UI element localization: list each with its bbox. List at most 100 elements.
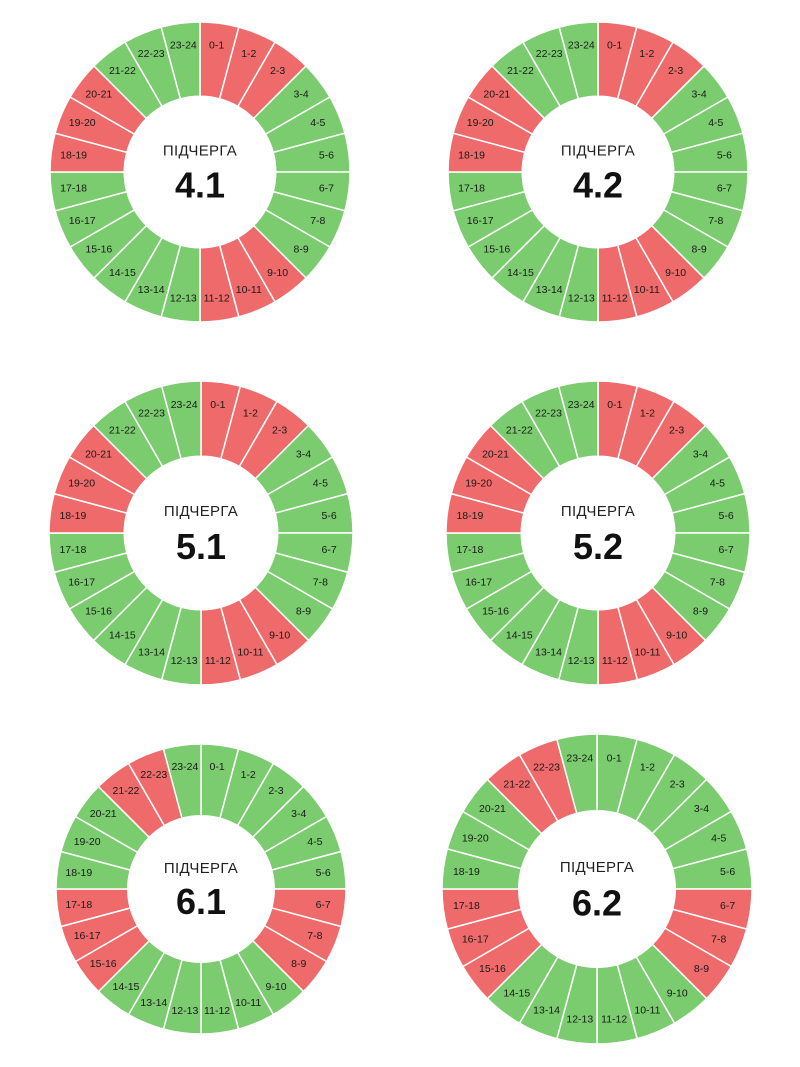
hour-label: 12-13 xyxy=(568,292,595,304)
hour-label: 16-17 xyxy=(69,215,96,227)
hour-label: 13-14 xyxy=(535,646,562,658)
hour-label: 20-21 xyxy=(90,808,117,820)
hour-label: 13-14 xyxy=(536,284,563,296)
donut-chart: 0-1 1-2 2-3 3-4 4-5 5-6 6-7 7-8 8-9 9-10 10-11 11-1… xyxy=(55,743,347,1035)
hour-label: 16-17 xyxy=(74,930,101,942)
hour-label: 0-1 xyxy=(210,399,225,411)
hour-label: 21-22 xyxy=(113,785,140,797)
hour-label: 14-15 xyxy=(506,630,533,642)
hour-label: 15-16 xyxy=(85,244,112,256)
hour-label: 3-4 xyxy=(693,448,708,460)
hour-label: 22-23 xyxy=(138,408,165,420)
hour-label: 23-24 xyxy=(170,40,197,52)
hour-label: 3-4 xyxy=(296,448,311,460)
hour-label: 14-15 xyxy=(503,988,530,1000)
hour-label: 13-14 xyxy=(138,284,165,296)
hour-label: 17-18 xyxy=(453,900,480,912)
hour-label: 11-12 xyxy=(602,655,628,667)
hour-label: 14-15 xyxy=(507,267,534,279)
hour-label: 9-10 xyxy=(666,630,687,642)
hour-label: 18-19 xyxy=(60,149,87,161)
hour-label: 16-17 xyxy=(462,933,489,945)
hour-label: 22-23 xyxy=(533,761,560,773)
hour-label: 0-1 xyxy=(209,40,224,52)
hour-label: 10-11 xyxy=(235,997,261,1009)
hour-label: 9-10 xyxy=(665,267,686,279)
hour-label: 1-2 xyxy=(639,48,654,60)
hour-label: 7-8 xyxy=(711,933,726,945)
hour-label: 3-4 xyxy=(291,808,306,820)
hour-label: 19-20 xyxy=(68,478,95,490)
hour-label: 3-4 xyxy=(694,803,709,815)
hour-label: 15-16 xyxy=(483,244,510,256)
hour-label: 9-10 xyxy=(667,988,688,1000)
hour-label: 6-7 xyxy=(316,899,331,911)
hour-label: 2-3 xyxy=(268,785,283,797)
hour-label: 8-9 xyxy=(694,963,709,975)
hour-label: 4-5 xyxy=(711,833,726,845)
hour-segment-23-24-on xyxy=(162,743,202,820)
hour-label: 23-24 xyxy=(568,399,595,411)
hour-label: 16-17 xyxy=(68,576,95,588)
hour-label: 4-5 xyxy=(307,836,322,848)
queue-caption: ПІДЧЕРГА xyxy=(164,503,238,520)
hour-label: 15-16 xyxy=(482,606,509,618)
hour-label: 10-11 xyxy=(237,646,263,658)
hour-label: 16-17 xyxy=(465,576,492,588)
hour-label: 1-2 xyxy=(243,408,258,420)
queue-wheel-6-1: 0-1 1-2 2-3 3-4 4-5 5-6 6-7 7-8 8-9 9-10 10-11 11-1… xyxy=(55,743,347,1035)
hour-label: 12-13 xyxy=(171,655,198,667)
hour-label: 13-14 xyxy=(140,997,167,1009)
hour-label: 11-12 xyxy=(205,655,231,667)
hour-label: 23-24 xyxy=(171,399,198,411)
hour-label: 11-12 xyxy=(601,1014,627,1026)
hour-label: 0-1 xyxy=(607,40,622,52)
hour-label: 7-8 xyxy=(307,930,322,942)
queue-number: 6.1 xyxy=(176,881,226,922)
hour-label: 2-3 xyxy=(270,65,285,77)
hour-label: 19-20 xyxy=(69,117,96,129)
hour-label: 4-5 xyxy=(710,478,725,490)
hour-label: 10-11 xyxy=(634,1005,660,1017)
hour-label: 19-20 xyxy=(462,833,489,845)
hour-label: 5-6 xyxy=(718,510,733,522)
hour-label: 23-24 xyxy=(568,40,595,52)
hour-label: 4-5 xyxy=(708,117,723,129)
hour-label: 6-7 xyxy=(319,183,334,195)
queue-caption: ПІДЧЕРГА xyxy=(164,860,238,877)
hour-label: 15-16 xyxy=(90,958,117,970)
donut-chart: 0-1 1-2 2-3 3-4 4-5 5-6 6-7 7-8 8-9 9-10 10-11 11-1… xyxy=(447,21,749,323)
queue-number: 5.1 xyxy=(176,526,226,567)
hour-label: 9-10 xyxy=(266,981,287,993)
hour-label: 9-10 xyxy=(269,630,290,642)
hour-label: 7-8 xyxy=(708,215,723,227)
hour-label: 7-8 xyxy=(310,215,325,227)
queue-wheel-4-2: 0-1 1-2 2-3 3-4 4-5 5-6 6-7 7-8 8-9 9-10 10-11 11-1… xyxy=(447,21,749,323)
hour-label: 21-22 xyxy=(506,425,533,437)
donut-chart: 0-1 1-2 2-3 3-4 4-5 5-6 6-7 7-8 8-9 9-10 10-11 11-1… xyxy=(445,380,751,686)
hour-segment-23-24-on xyxy=(160,380,202,460)
hour-label: 18-19 xyxy=(458,149,485,161)
hour-label: 2-3 xyxy=(670,778,685,790)
hour-label: 9-10 xyxy=(267,267,288,279)
queue-number: 5.2 xyxy=(573,526,623,567)
hour-label: 6-7 xyxy=(718,544,733,556)
hour-label: 17-18 xyxy=(60,183,87,195)
hour-label: 3-4 xyxy=(294,88,309,100)
hour-label: 4-5 xyxy=(313,478,328,490)
hour-label: 7-8 xyxy=(313,576,328,588)
hour-segment-23-24-on xyxy=(160,21,201,100)
hour-label: 1-2 xyxy=(241,48,256,60)
hour-label: 12-13 xyxy=(566,1014,593,1026)
queue-wheel-6-2: 0-1 1-2 2-3 3-4 4-5 5-6 6-7 7-8 8-9 9-10 10-11 11-1… xyxy=(441,733,753,1045)
hour-label: 20-21 xyxy=(479,803,506,815)
hour-label: 13-14 xyxy=(533,1005,560,1017)
hour-label: 23-24 xyxy=(171,761,198,773)
hour-label: 21-22 xyxy=(109,65,136,77)
hour-label: 20-21 xyxy=(482,448,509,460)
hour-label: 1-2 xyxy=(241,769,256,781)
hour-label: 20-21 xyxy=(85,448,112,460)
hour-label: 17-18 xyxy=(65,899,92,911)
hour-label: 6-7 xyxy=(717,183,732,195)
queue-caption: ПІДЧЕРГА xyxy=(561,503,635,520)
